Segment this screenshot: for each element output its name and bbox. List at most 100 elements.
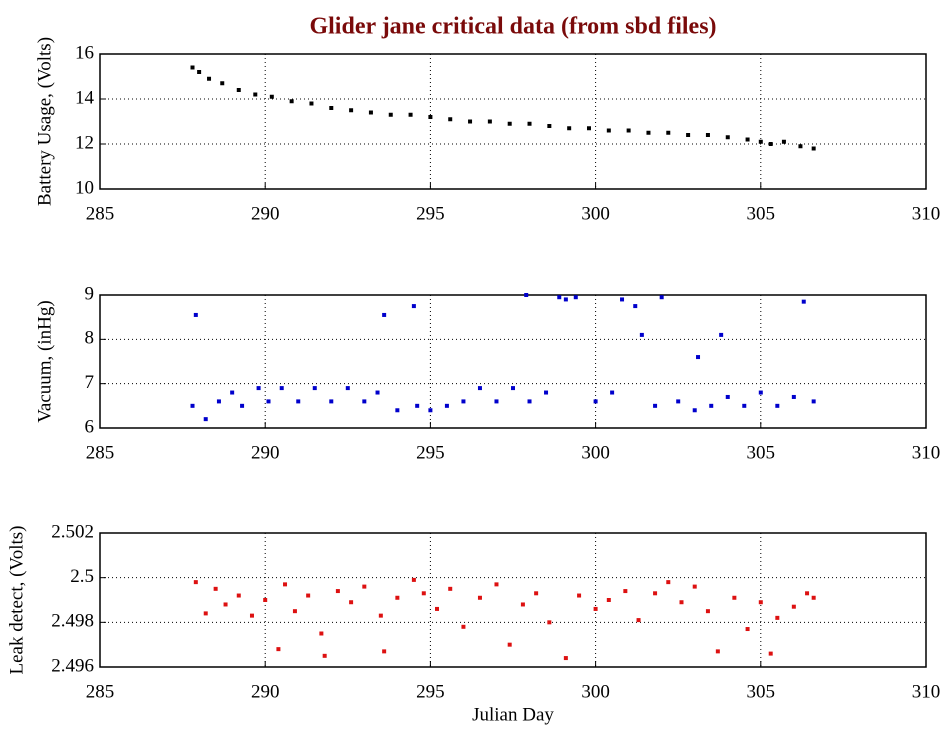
- y-tick-label: 9: [85, 283, 95, 304]
- point: [312, 386, 317, 391]
- point: [362, 584, 367, 589]
- point: [428, 408, 433, 413]
- point: [507, 642, 512, 647]
- point: [415, 403, 420, 408]
- point: [805, 591, 810, 596]
- point: [692, 408, 697, 413]
- point: [593, 606, 598, 611]
- point: [477, 595, 482, 600]
- y-tick-label: 8: [85, 328, 95, 349]
- point: [527, 399, 532, 404]
- point: [610, 390, 615, 395]
- point: [283, 582, 288, 587]
- point: [623, 589, 628, 594]
- x-tick-label: 290: [251, 203, 280, 224]
- point: [207, 76, 212, 81]
- point: [705, 609, 710, 614]
- point: [197, 70, 202, 74]
- point: [279, 386, 284, 391]
- point: [253, 92, 258, 97]
- point: [190, 65, 195, 70]
- point: [626, 128, 631, 133]
- point: [696, 355, 701, 360]
- point: [606, 598, 611, 602]
- point: [758, 139, 763, 144]
- plot-frame: [99, 532, 927, 668]
- y-tick-label: 2.502: [51, 521, 94, 542]
- point: [527, 121, 532, 126]
- point: [573, 295, 578, 300]
- point: [686, 133, 691, 137]
- y-axis-label: Vacuum, (inHg): [34, 300, 55, 422]
- point: [709, 403, 714, 408]
- point: [448, 117, 453, 122]
- y-tick-label: 16: [75, 42, 94, 63]
- point: [511, 386, 515, 391]
- y-axis-label: Battery Usage, (Volts): [34, 37, 55, 206]
- point: [811, 595, 816, 600]
- point: [524, 293, 529, 297]
- point: [408, 112, 413, 117]
- point: [289, 99, 294, 104]
- point: [382, 312, 387, 317]
- point: [781, 139, 786, 144]
- y-tick-label: 2.496: [51, 655, 94, 676]
- point: [676, 399, 681, 404]
- y-tick-label: 2.498: [51, 611, 94, 632]
- x-tick-label: 285: [86, 203, 115, 224]
- x-tick-label: 295: [416, 203, 445, 224]
- point: [653, 591, 658, 596]
- point: [692, 584, 697, 589]
- point: [775, 615, 780, 620]
- point: [193, 580, 198, 585]
- point: [768, 651, 773, 656]
- point: [203, 611, 208, 616]
- point: [544, 390, 549, 395]
- point: [666, 130, 671, 135]
- y-tick-label: 14: [75, 87, 95, 108]
- point: [577, 593, 582, 598]
- x-tick-label: 305: [747, 203, 776, 224]
- point: [639, 332, 644, 337]
- point: [349, 108, 354, 113]
- x-tick-label: 295: [416, 681, 445, 702]
- point: [732, 595, 737, 600]
- point: [768, 142, 773, 146]
- point: [567, 126, 572, 131]
- point: [411, 577, 416, 582]
- point: [557, 295, 562, 300]
- point: [791, 394, 796, 399]
- point: [230, 390, 235, 395]
- point: [758, 600, 763, 605]
- chart-title: Glider jane critical data (from sbd file…: [309, 14, 716, 40]
- x-tick-label: 290: [251, 681, 280, 702]
- point: [349, 600, 354, 605]
- point: [745, 627, 750, 632]
- x-tick-label: 285: [86, 442, 115, 463]
- point: [620, 297, 625, 302]
- point: [547, 124, 552, 128]
- point: [335, 589, 340, 594]
- point: [719, 332, 724, 337]
- point: [276, 647, 281, 652]
- point: [395, 595, 400, 600]
- x-tick-label: 290: [251, 442, 280, 463]
- point: [203, 417, 208, 422]
- point: [646, 130, 651, 135]
- point: [329, 106, 334, 110]
- point: [461, 399, 466, 404]
- y-tick-label: 6: [85, 416, 95, 437]
- point: [236, 593, 241, 598]
- point: [775, 403, 780, 408]
- x-tick-label: 310: [912, 681, 941, 702]
- point: [292, 609, 297, 614]
- point: [319, 631, 324, 636]
- point: [329, 399, 334, 404]
- point: [428, 115, 433, 119]
- point: [256, 386, 261, 391]
- point: [679, 600, 684, 605]
- point: [309, 101, 314, 106]
- point: [444, 403, 449, 408]
- point: [494, 399, 499, 404]
